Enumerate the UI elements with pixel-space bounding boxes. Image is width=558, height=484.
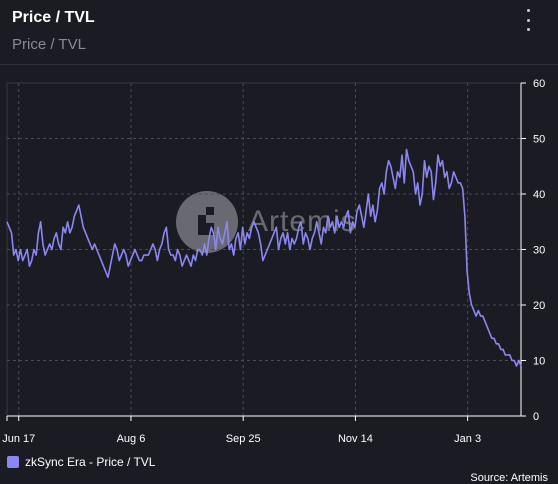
more-options-icon[interactable] — [520, 9, 536, 31]
header-divider — [0, 64, 558, 65]
x-tick-label: Jan 3 — [454, 433, 481, 445]
series-line-zksync-era — [6, 148, 522, 367]
y-tick-label: 10 — [533, 356, 545, 368]
x-tick-label: Nov 14 — [338, 433, 373, 445]
y-tick-label: 50 — [533, 134, 545, 146]
source-label: Source: Artemis — [470, 472, 548, 484]
chart-subtitle: Price / TVL — [12, 36, 86, 53]
x-tick-label: Sep 25 — [226, 433, 261, 445]
legend-label[interactable]: zkSync Era - Price / TVL — [25, 455, 156, 469]
y-tick-label: 0 — [533, 411, 539, 423]
chart-title: Price / TVL — [12, 9, 95, 26]
y-tick-label: 30 — [533, 245, 545, 257]
legend-swatch[interactable] — [7, 456, 19, 468]
y-tick-label: 40 — [533, 189, 545, 201]
chart-legend: zkSync Era - Price / TVL — [7, 455, 155, 469]
plot-border — [6, 82, 522, 417]
x-tick-label: Aug 6 — [117, 433, 146, 445]
y-tick-label: 60 — [533, 78, 545, 90]
y-tick-label: 20 — [533, 300, 545, 312]
x-tick-label: Jun 17 — [2, 433, 35, 445]
